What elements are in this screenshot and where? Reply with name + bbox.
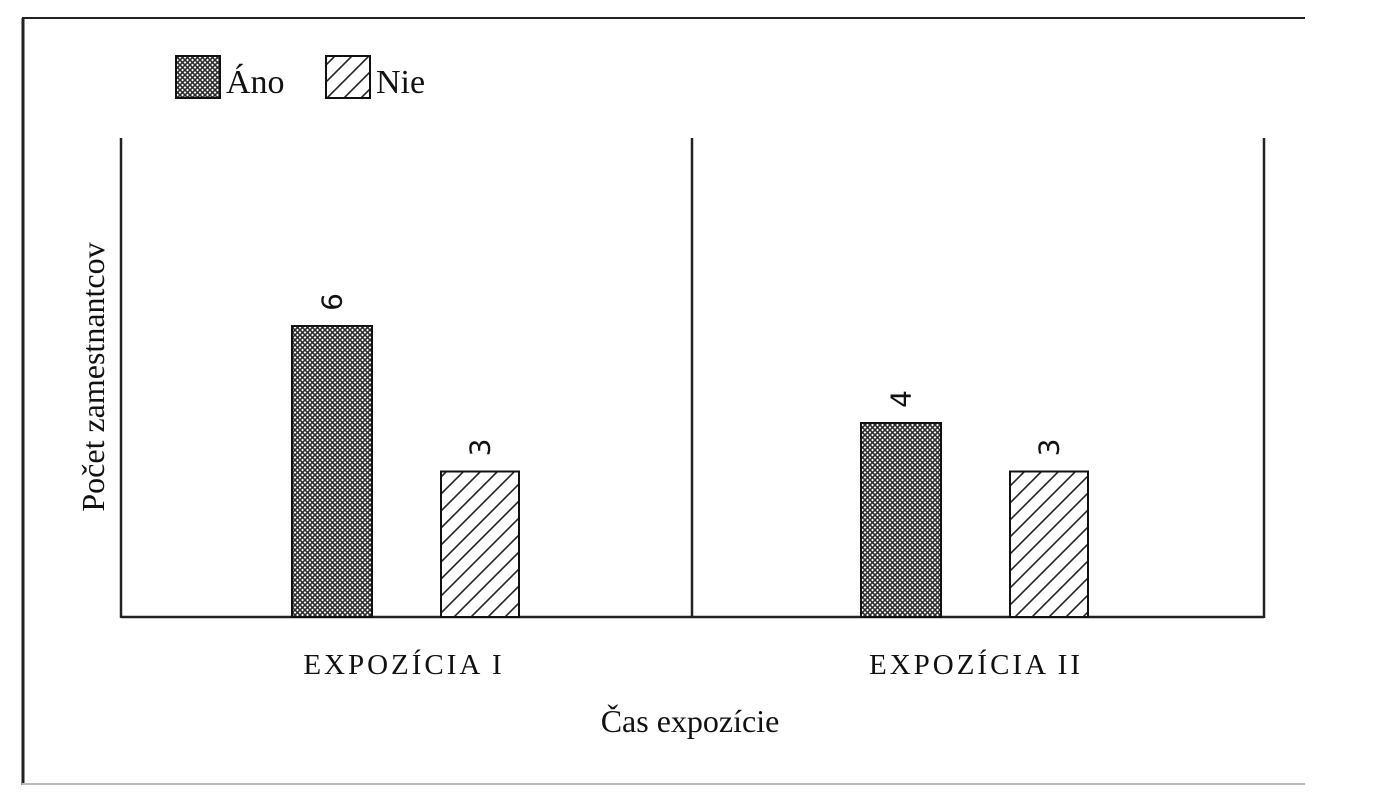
bars-layer xyxy=(291,325,1089,618)
data-label-2-2: 3 xyxy=(1033,439,1066,457)
category-labels-layer: EXPOZÍCIA I EXPOZÍCIA II xyxy=(303,648,1083,681)
category-label-1: EXPOZÍCIA I xyxy=(303,648,504,681)
bar-nie-2 xyxy=(1009,470,1089,618)
bar-no-1 xyxy=(291,325,373,618)
bar-no-2 xyxy=(860,422,942,618)
data-label-2-1: 4 xyxy=(885,390,918,408)
y-axis-title: Počet zamestnantcov xyxy=(75,242,111,511)
legend: Áno Nie xyxy=(175,55,425,101)
legend-swatch-1 xyxy=(175,55,221,99)
legend-label-1: Áno xyxy=(226,64,285,101)
data-label-1-2: 3 xyxy=(464,439,497,457)
legend-swatch-2 xyxy=(325,55,371,99)
legend-label-2: Nie xyxy=(376,64,425,101)
bar-nie-1 xyxy=(440,470,520,618)
data-label-1-1: 6 xyxy=(316,293,349,311)
category-label-2: EXPOZÍCIA II xyxy=(869,648,1083,681)
bar-labels-layer: 6 3 4 3 xyxy=(316,293,1066,456)
x-axis-title: Čas expozície xyxy=(601,703,780,739)
